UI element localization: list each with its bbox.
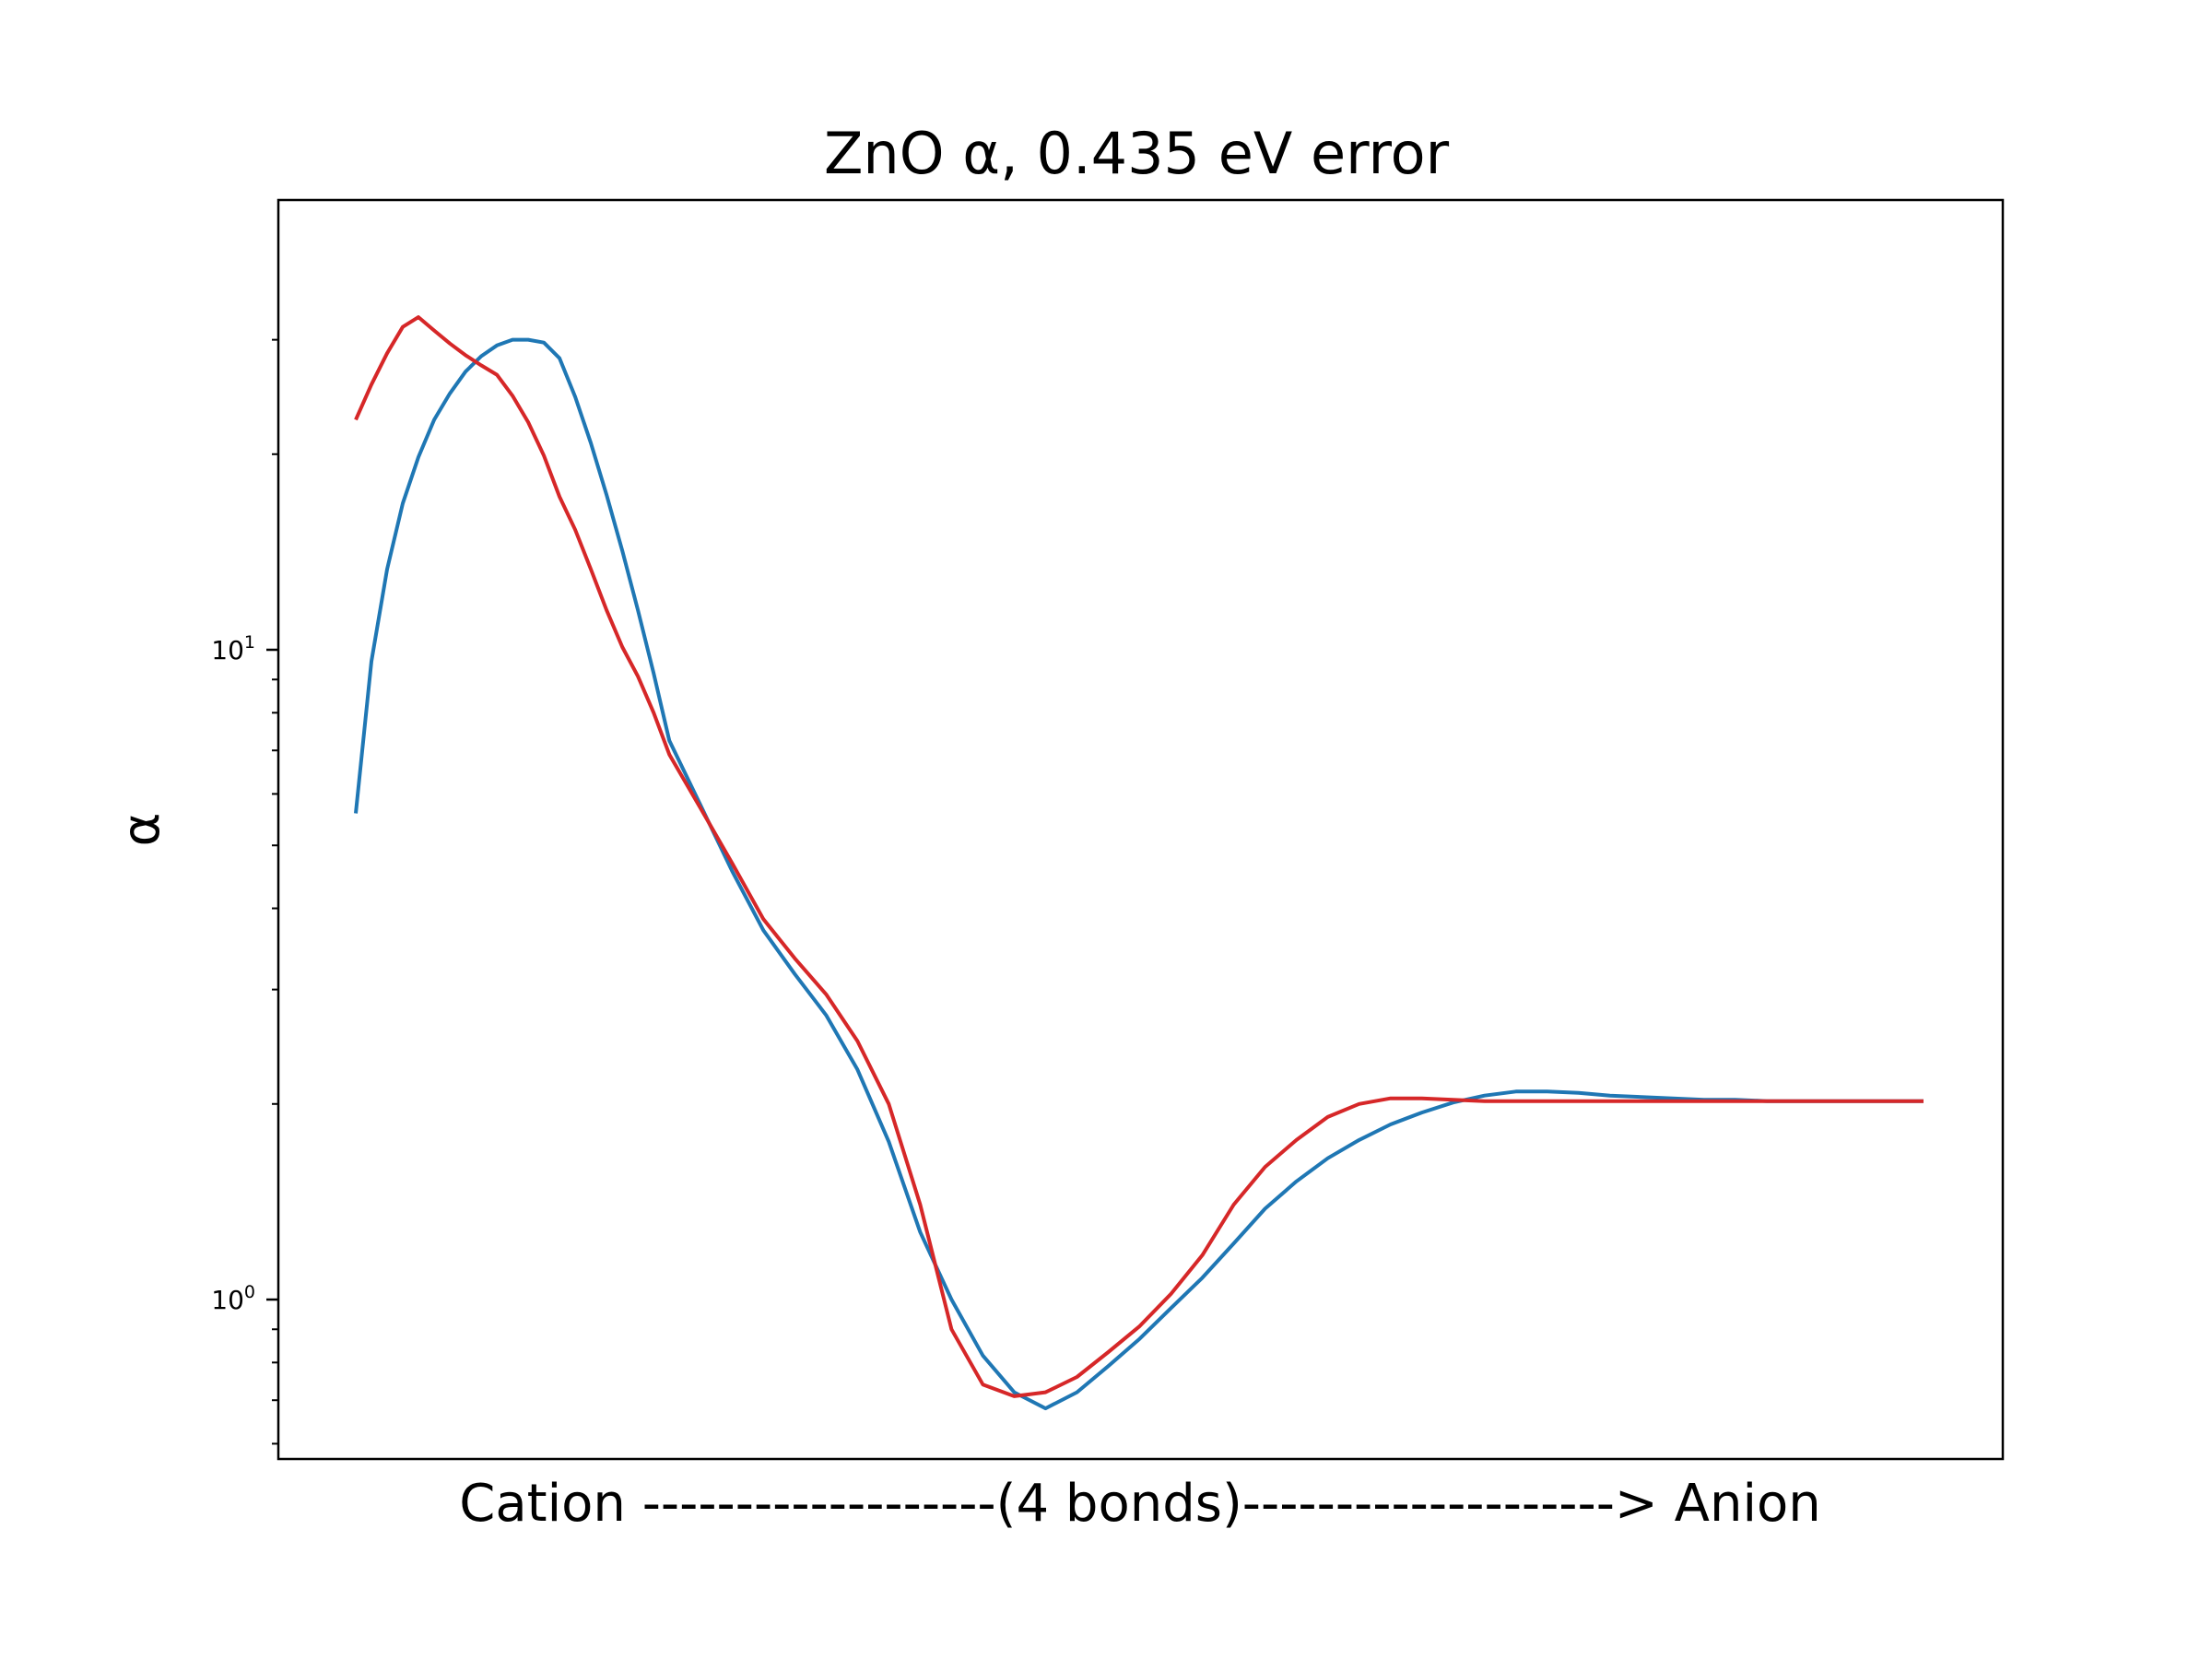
series-line-2 — [354, 315, 1924, 1398]
plot-frame — [276, 198, 2005, 1461]
series-layer — [354, 315, 1924, 1411]
y-axis-ticks: 100 101 — [211, 338, 278, 1445]
chart-title: ZnO α, 0.435 eV error — [824, 120, 1450, 187]
y-tick-label: 101 — [211, 632, 255, 665]
x-axis-label: Cation -------------------(4 bonds)-----… — [459, 1474, 1821, 1534]
y-axis-label: α — [112, 813, 171, 847]
y-tick-label: 100 — [211, 1282, 255, 1315]
series-line-1 — [354, 337, 1924, 1411]
